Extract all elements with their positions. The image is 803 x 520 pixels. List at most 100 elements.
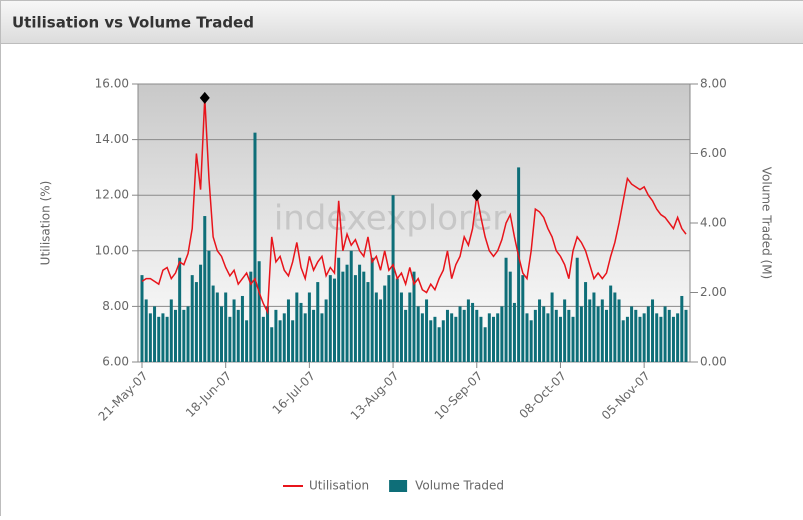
bar [685,310,688,362]
bar [450,313,453,362]
y2-tick-label: 8.00 [700,77,727,91]
bar [613,293,616,363]
bar [459,306,462,362]
bar [664,306,667,362]
bar [530,320,533,362]
bar [241,296,244,362]
bar [400,293,403,363]
bar [647,306,650,362]
panel-title: Utilisation vs Volume Traded [12,14,254,32]
legend-swatch [389,480,407,492]
bar [258,261,261,362]
y-tick-label: 14.00 [95,132,129,146]
bar [479,317,482,362]
bar [187,306,190,362]
bar [467,299,470,362]
bar [638,317,641,362]
bar [630,306,633,362]
bar [233,299,236,362]
bar [283,313,286,362]
bar [475,310,478,362]
bar [216,293,219,363]
bar [274,310,277,362]
bar [145,299,148,362]
bar [366,282,369,362]
bar [157,317,160,362]
legend-label: Volume Traded [415,479,504,493]
bar [521,275,524,362]
y2-tick-label: 2.00 [700,285,727,299]
bar [563,299,566,362]
bar [643,313,646,362]
bar [141,275,144,362]
bar [601,299,604,362]
y2-tick-label: 6.00 [700,146,727,160]
bar [651,299,654,362]
bar [438,327,441,362]
bar [676,313,679,362]
bar [354,275,357,362]
bar [174,310,177,362]
bar [191,275,194,362]
bar [509,272,512,362]
bar [492,317,495,362]
bar [517,167,520,362]
y-tick-label: 10.00 [95,243,129,257]
bar [404,310,407,362]
bar [358,265,361,362]
bar [228,317,231,362]
y2-axis-title: Volume Traded (M) [760,167,774,279]
bar [655,313,658,362]
bar [291,320,294,362]
bar [584,282,587,362]
bar [609,286,612,362]
bar [408,293,411,363]
bar [454,317,457,362]
bar [316,282,319,362]
bar [266,306,269,362]
bar [341,272,344,362]
bar [496,313,499,362]
bar [572,317,575,362]
bar [567,310,570,362]
y2-tick-label: 4.00 [700,216,727,230]
bar [346,265,349,362]
bar [505,258,508,362]
y-tick-label: 6.00 [102,355,129,369]
bar [442,320,445,362]
bar [262,317,265,362]
bar [588,299,591,362]
y-axis-title: Utilisation (%) [39,181,53,266]
bar [279,320,282,362]
bar [605,310,608,362]
bar [337,258,340,362]
bar [634,310,637,362]
legend-label: Utilisation [309,479,369,493]
bar [417,306,420,362]
bar [166,317,169,362]
bar [551,293,554,363]
bar [350,251,353,362]
bar [668,310,671,362]
bar [429,320,432,362]
bar [379,299,382,362]
bar [178,258,181,362]
bar [371,258,374,362]
bar [513,303,516,362]
bar [463,310,466,362]
bar [199,265,202,362]
bar [672,317,675,362]
bar [300,303,303,362]
bar [312,310,315,362]
bar [555,310,558,362]
bar [237,310,240,362]
bar [597,306,600,362]
bar [362,272,365,362]
bar [576,258,579,362]
bar [471,303,474,362]
bar [153,306,156,362]
bar [270,327,273,362]
bar [421,313,424,362]
bar [212,286,215,362]
